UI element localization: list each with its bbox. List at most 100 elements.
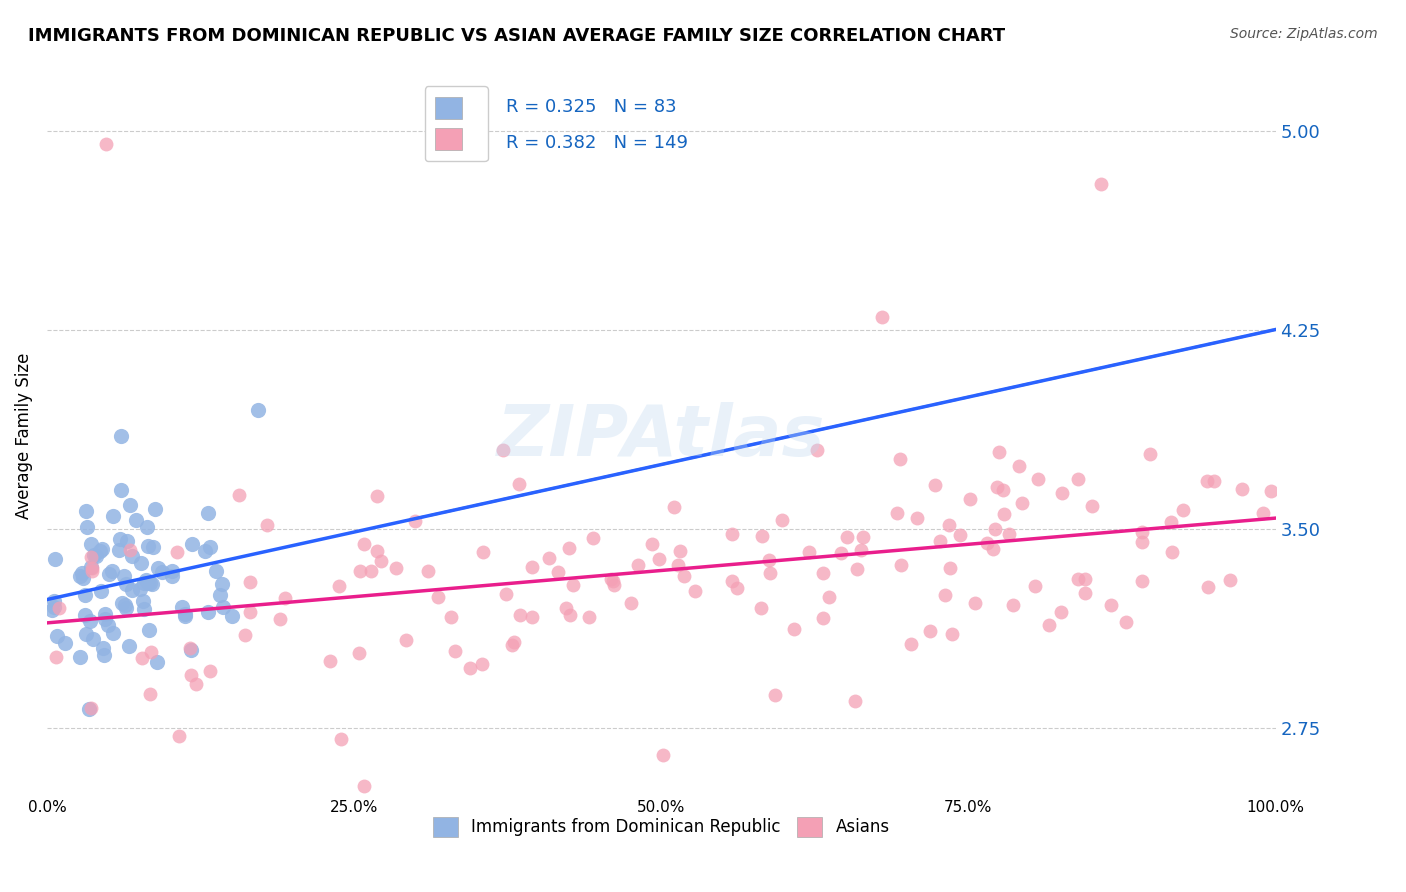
Point [799,545,821,559]
Point [941,626,963,640]
Point [1171,502,1194,516]
Point [139,687,162,701]
Point [107,542,129,557]
Point [1230,482,1253,496]
Point [537,551,560,566]
Point [44,552,66,566]
Point [228,488,250,502]
Point [993,507,1015,521]
Point [582,532,605,546]
Point [981,542,1004,557]
Point [44,599,66,614]
Point [811,611,834,625]
Point [82,564,104,578]
Point [751,528,773,542]
Point [905,511,928,525]
Point [647,552,669,566]
Text: ZIPAtlas: ZIPAtlas [496,401,825,471]
Point [520,560,543,574]
Point [80,561,103,575]
Point [1130,525,1153,540]
Point [1219,574,1241,588]
Y-axis label: Average Family Size: Average Family Size [15,353,32,519]
Point [114,598,136,612]
Point [651,747,673,762]
Point [97,567,120,582]
Point [46,629,69,643]
Point [48,600,70,615]
Point [69,650,91,665]
Point [668,544,690,558]
Text: Source: ZipAtlas.com: Source: ZipAtlas.com [1230,27,1378,41]
Point [1115,615,1137,629]
Point [269,612,291,626]
Point [1251,506,1274,520]
Point [1066,472,1088,486]
Point [79,560,101,574]
Point [115,533,138,548]
Point [852,530,875,544]
Point [890,558,912,572]
Point [274,591,297,606]
Point [73,607,96,622]
Point [45,650,67,665]
Point [353,779,375,793]
Point [725,581,748,595]
Point [112,569,135,583]
Point [1260,484,1282,499]
Point [1050,605,1073,619]
Point [558,607,581,622]
Point [239,605,262,619]
Point [1001,598,1024,612]
Point [720,574,742,588]
Point [620,596,643,610]
Point [1024,579,1046,593]
Point [949,528,972,542]
Point [1139,447,1161,461]
Point [132,594,155,608]
Point [851,542,873,557]
Point [721,527,744,541]
Point [131,651,153,665]
Point [1067,572,1090,586]
Point [121,583,143,598]
Point [934,588,956,602]
Point [246,402,269,417]
Point [440,609,463,624]
Point [110,483,132,497]
Point [763,688,786,702]
Point [90,584,112,599]
Point [93,612,115,626]
Point [471,657,494,671]
Point [79,614,101,628]
Point [555,601,578,615]
Point [162,569,184,583]
Point [79,701,101,715]
Point [70,566,93,580]
Point [806,442,828,457]
Point [239,575,262,590]
Point [938,560,960,574]
Point [602,574,624,588]
Point [115,577,138,591]
Point [184,677,207,691]
Point [1038,618,1060,632]
Point [370,554,392,568]
Point [666,558,689,573]
Point [1160,515,1182,529]
Point [928,534,950,549]
Point [360,565,382,579]
Point [1161,545,1184,559]
Point [811,566,834,581]
Point [212,599,235,614]
Point [938,517,960,532]
Point [118,542,141,557]
Point [818,590,841,604]
Point [152,565,174,579]
Point [129,556,152,570]
Point [1130,574,1153,589]
Point [501,638,523,652]
Point [319,654,342,668]
Point [110,429,132,443]
Point [347,646,370,660]
